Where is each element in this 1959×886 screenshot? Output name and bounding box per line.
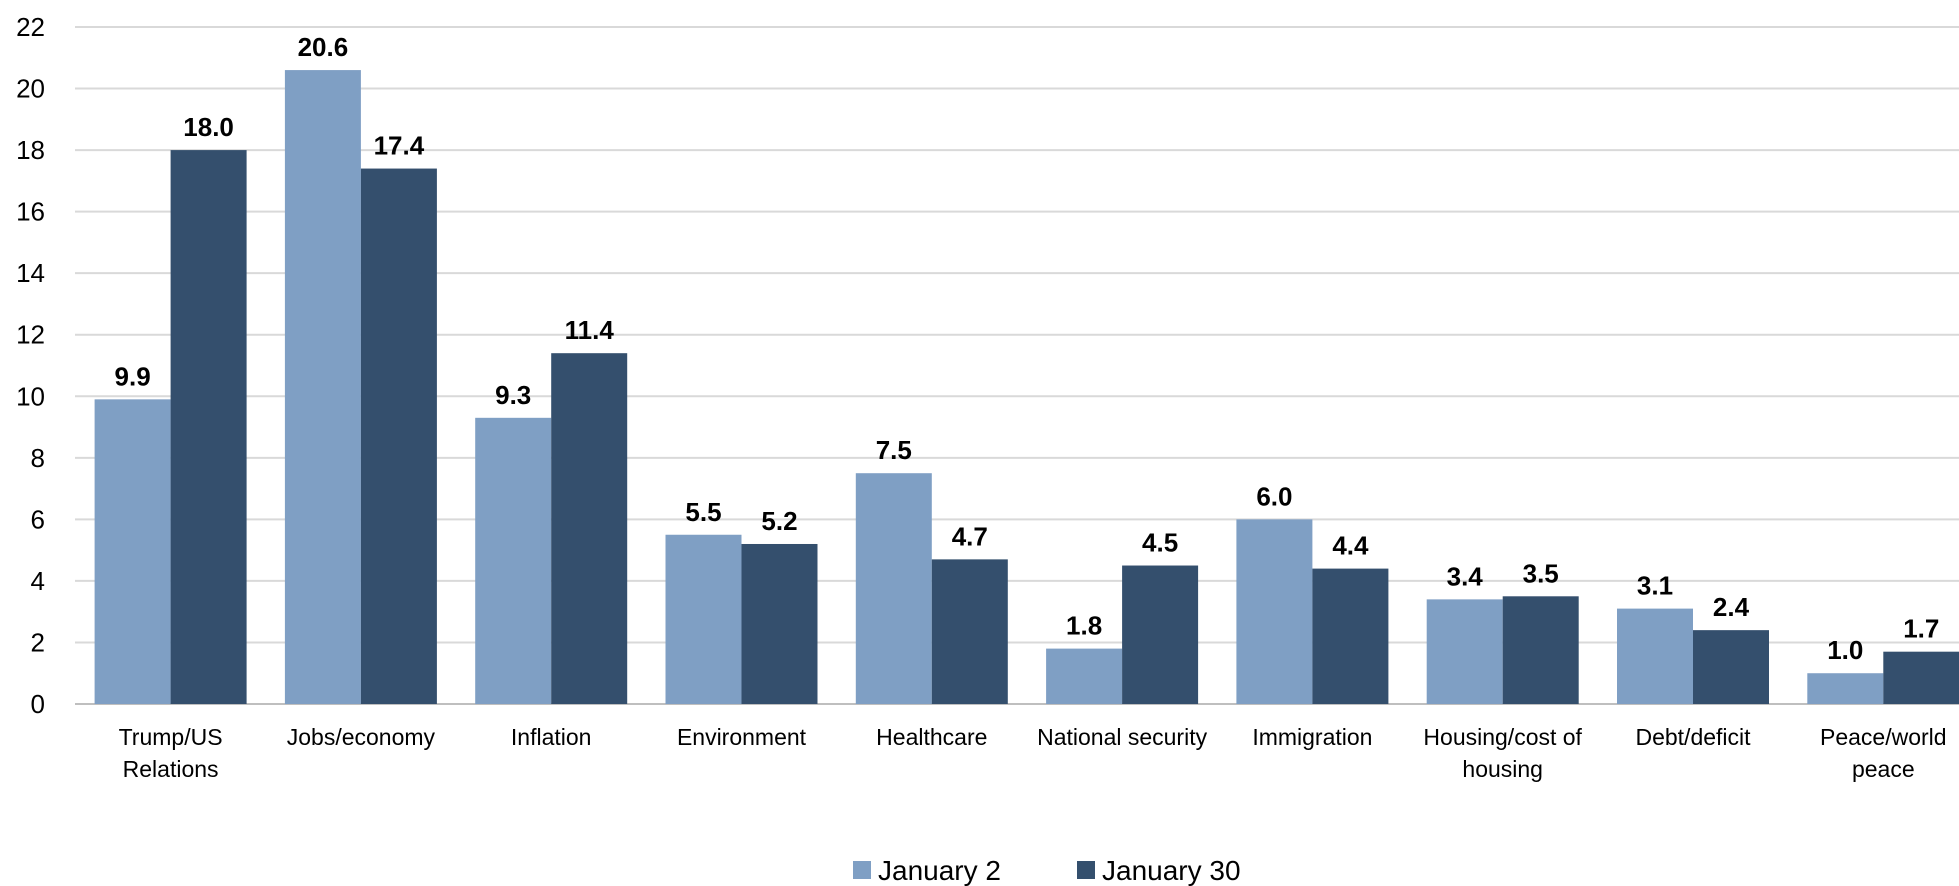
y-tick-label: 22 (16, 12, 45, 42)
y-tick-label: 10 (16, 381, 45, 411)
data-labels: 9.9 18.0 20.6 17.4 9.3 11.4 5.5 5.2 7.5 4.7 1.8 4.5… (115, 32, 1940, 665)
bar (1883, 651, 1959, 704)
bar (360, 168, 437, 704)
x-tick-label: Housing/cost of housing (1423, 724, 1582, 782)
y-tick-label: 14 (16, 258, 45, 288)
x-tick-label: Trump/US Relations (119, 724, 223, 782)
data-label: 5.2 (761, 506, 797, 536)
data-label: 3.1 (1637, 571, 1673, 601)
data-label: 5.5 (685, 497, 721, 527)
data-label: 4.5 (1142, 528, 1178, 558)
bar (1426, 599, 1503, 704)
data-label: 11.4 (565, 315, 615, 345)
legend-swatch (1077, 861, 1095, 879)
data-label: 17.4 (374, 131, 425, 161)
bar (1617, 608, 1693, 704)
y-tick-label: 20 (16, 74, 45, 104)
bar (1312, 568, 1389, 704)
bar (551, 353, 628, 704)
y-tick-label: 16 (16, 197, 45, 227)
x-tick-label: Inflation (511, 724, 592, 750)
x-axis-categories: Trump/US Relations Jobs/economy Inflation En… (119, 724, 1947, 782)
data-label: 1.0 (1827, 635, 1863, 665)
legend-label: January 30 (1102, 855, 1241, 886)
legend: January 2 January 30 (853, 855, 1241, 886)
bar (1236, 519, 1313, 704)
y-tick-label: 18 (16, 135, 45, 165)
x-tick-label: Peace/world peace (1820, 724, 1947, 782)
x-tick-label: National security (1037, 724, 1208, 750)
bar (741, 543, 818, 704)
x-tick-label: Immigration (1252, 724, 1372, 750)
y-axis-ticks: 0 2 4 6 8 10 12 14 16 18 20 22 (16, 12, 45, 719)
bar (1693, 630, 1769, 704)
bar (1046, 648, 1123, 704)
data-label: 1.8 (1066, 611, 1102, 641)
legend-label: January 2 (878, 855, 1001, 886)
legend-swatch (853, 861, 871, 879)
y-tick-label: 0 (31, 689, 45, 719)
data-label: 18.0 (183, 112, 234, 142)
y-tick-label: 12 (16, 320, 45, 350)
data-label: 1.7 (1903, 614, 1939, 644)
y-tick-label: 6 (31, 504, 45, 534)
bar (1122, 565, 1199, 704)
data-label: 4.7 (952, 521, 988, 551)
data-label: 6.0 (1256, 481, 1292, 511)
bars (94, 70, 1959, 705)
bar (284, 70, 361, 705)
x-tick-label: Debt/deficit (1635, 724, 1751, 750)
bar (931, 559, 1008, 704)
bar (170, 150, 247, 704)
y-tick-label: 4 (31, 566, 45, 596)
x-tick-label: Jobs/economy (287, 724, 436, 750)
data-label: 3.5 (1523, 558, 1559, 588)
data-label: 9.3 (495, 380, 531, 410)
data-label: 4.4 (1332, 531, 1369, 561)
bar (1807, 673, 1884, 704)
x-tick-label: Environment (677, 724, 807, 750)
bar (855, 473, 932, 704)
bar (475, 417, 552, 704)
data-label: 2.4 (1713, 592, 1750, 622)
y-tick-label: 8 (31, 443, 45, 473)
bar (94, 399, 171, 704)
data-label: 7.5 (876, 435, 912, 465)
bar (1502, 596, 1579, 704)
data-label: 3.4 (1447, 561, 1484, 591)
x-tick-label: Healthcare (876, 724, 987, 750)
bar (665, 534, 742, 704)
data-label: 20.6 (298, 32, 349, 62)
y-tick-label: 2 (31, 627, 45, 657)
data-label: 9.9 (115, 361, 151, 391)
